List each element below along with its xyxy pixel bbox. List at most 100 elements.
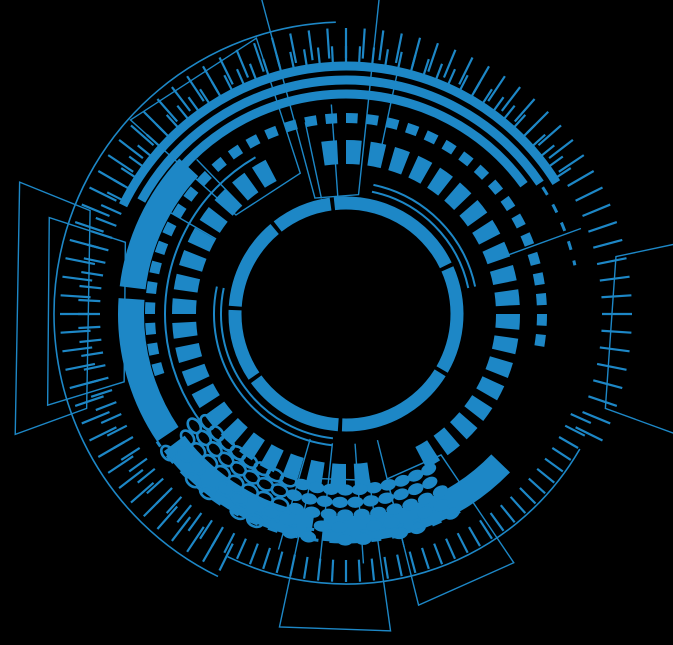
- hollow-dot: [199, 413, 216, 431]
- mid-block: [444, 182, 472, 211]
- callout-upper-left: [129, 37, 302, 216]
- core-arc-segment: [250, 375, 339, 432]
- filled-dot: [366, 519, 383, 532]
- outer-tick: [592, 238, 623, 249]
- outer-tick: [156, 98, 179, 123]
- outer-tick: [118, 468, 144, 489]
- thin-guide-arc: [371, 190, 470, 289]
- thin-guide-arc: [220, 287, 334, 440]
- outer-tick: [81, 203, 110, 218]
- outer-tick: [107, 455, 134, 474]
- outer-tick-ring: [53, 21, 632, 578]
- outer-tick: [567, 170, 595, 187]
- filled-dot: [366, 482, 383, 494]
- mid-block: [191, 383, 220, 409]
- outer-tick: [89, 186, 117, 202]
- fine-tick: [100, 203, 122, 215]
- filled-dot: [432, 485, 448, 498]
- callout-left-inner: [46, 216, 127, 407]
- outer-block: [535, 292, 547, 306]
- fine-tick: [551, 447, 572, 461]
- mid-block: [346, 140, 362, 165]
- filled-dot: [422, 476, 438, 489]
- filled-dot: [407, 483, 424, 496]
- fine-tick: [113, 436, 134, 449]
- fine-tick: [316, 558, 322, 581]
- filled-dot: [331, 521, 348, 533]
- fine-tick: [223, 532, 236, 554]
- outer-block: [151, 362, 165, 377]
- filled-dot: [407, 469, 424, 482]
- filled-dot: [402, 498, 418, 511]
- hollow-dot: [229, 505, 248, 521]
- outer-tick: [118, 139, 144, 160]
- filled-dot: [320, 508, 337, 520]
- filled-dot: [370, 506, 387, 519]
- fine-tick: [558, 436, 579, 449]
- outer-tick: [235, 49, 250, 78]
- outer-tick: [65, 362, 96, 371]
- hollow-dot: [188, 458, 206, 476]
- hollow-dot: [179, 429, 196, 447]
- outer-tick: [130, 481, 155, 504]
- outer-tick: [186, 75, 205, 102]
- fine-tick: [456, 532, 469, 554]
- outer-tick: [289, 33, 298, 64]
- outer-tick: [596, 362, 627, 371]
- fine-tick: [420, 547, 430, 570]
- fine-tick: [78, 298, 101, 303]
- outer-block: [146, 281, 158, 295]
- filled-dot: [301, 493, 318, 505]
- fine-tick: [302, 556, 309, 579]
- core-arc-segment: [341, 369, 446, 432]
- outer-block: [458, 151, 474, 167]
- core-arc-segment: [228, 223, 279, 307]
- mid-block: [482, 241, 511, 265]
- outer-tick: [394, 33, 403, 64]
- outer-tick: [65, 257, 96, 266]
- filled-dot: [444, 507, 460, 520]
- filled-dot: [351, 483, 368, 496]
- hollow-dot: [241, 453, 259, 470]
- mid-block: [489, 264, 517, 285]
- filled-dot: [331, 496, 348, 509]
- core-arc-segment: [436, 266, 464, 373]
- filled-dot: [393, 488, 409, 501]
- dot-matrix-cluster: [155, 413, 461, 546]
- outer-tick: [62, 275, 93, 282]
- mid-block: [472, 219, 501, 245]
- mid-block: [172, 298, 197, 314]
- fine-tick: [165, 496, 183, 514]
- mid-block-ring: [172, 140, 520, 488]
- filled-dot: [279, 513, 296, 526]
- fine-tick: [330, 559, 335, 582]
- filled-dot: [322, 483, 339, 495]
- triple-arc: [155, 89, 528, 200]
- mid-block: [175, 343, 203, 364]
- fine-tick: [433, 543, 444, 565]
- mid-block: [181, 363, 210, 387]
- outer-block: [423, 130, 439, 145]
- filled-dot: [337, 534, 354, 546]
- outer-block: [245, 134, 261, 149]
- fine-tick: [128, 457, 148, 473]
- fine-tick: [536, 467, 555, 484]
- fine-tick: [95, 401, 117, 412]
- outer-tick: [60, 329, 91, 334]
- filled-dot: [417, 506, 433, 519]
- heavy-arc-segment: [119, 158, 199, 290]
- mid-block: [232, 172, 259, 201]
- outer-tick: [81, 410, 110, 425]
- fine-tick: [81, 351, 104, 358]
- fine-tick: [137, 467, 156, 484]
- mid-block: [214, 188, 243, 216]
- outer-tick: [442, 49, 457, 78]
- outer-tick: [513, 98, 536, 123]
- fine-tick: [357, 559, 362, 582]
- dot-cluster-dashed-arc: [155, 440, 461, 544]
- fine-tick: [211, 526, 224, 547]
- hollow-dot: [253, 461, 271, 477]
- mid-block: [459, 200, 488, 227]
